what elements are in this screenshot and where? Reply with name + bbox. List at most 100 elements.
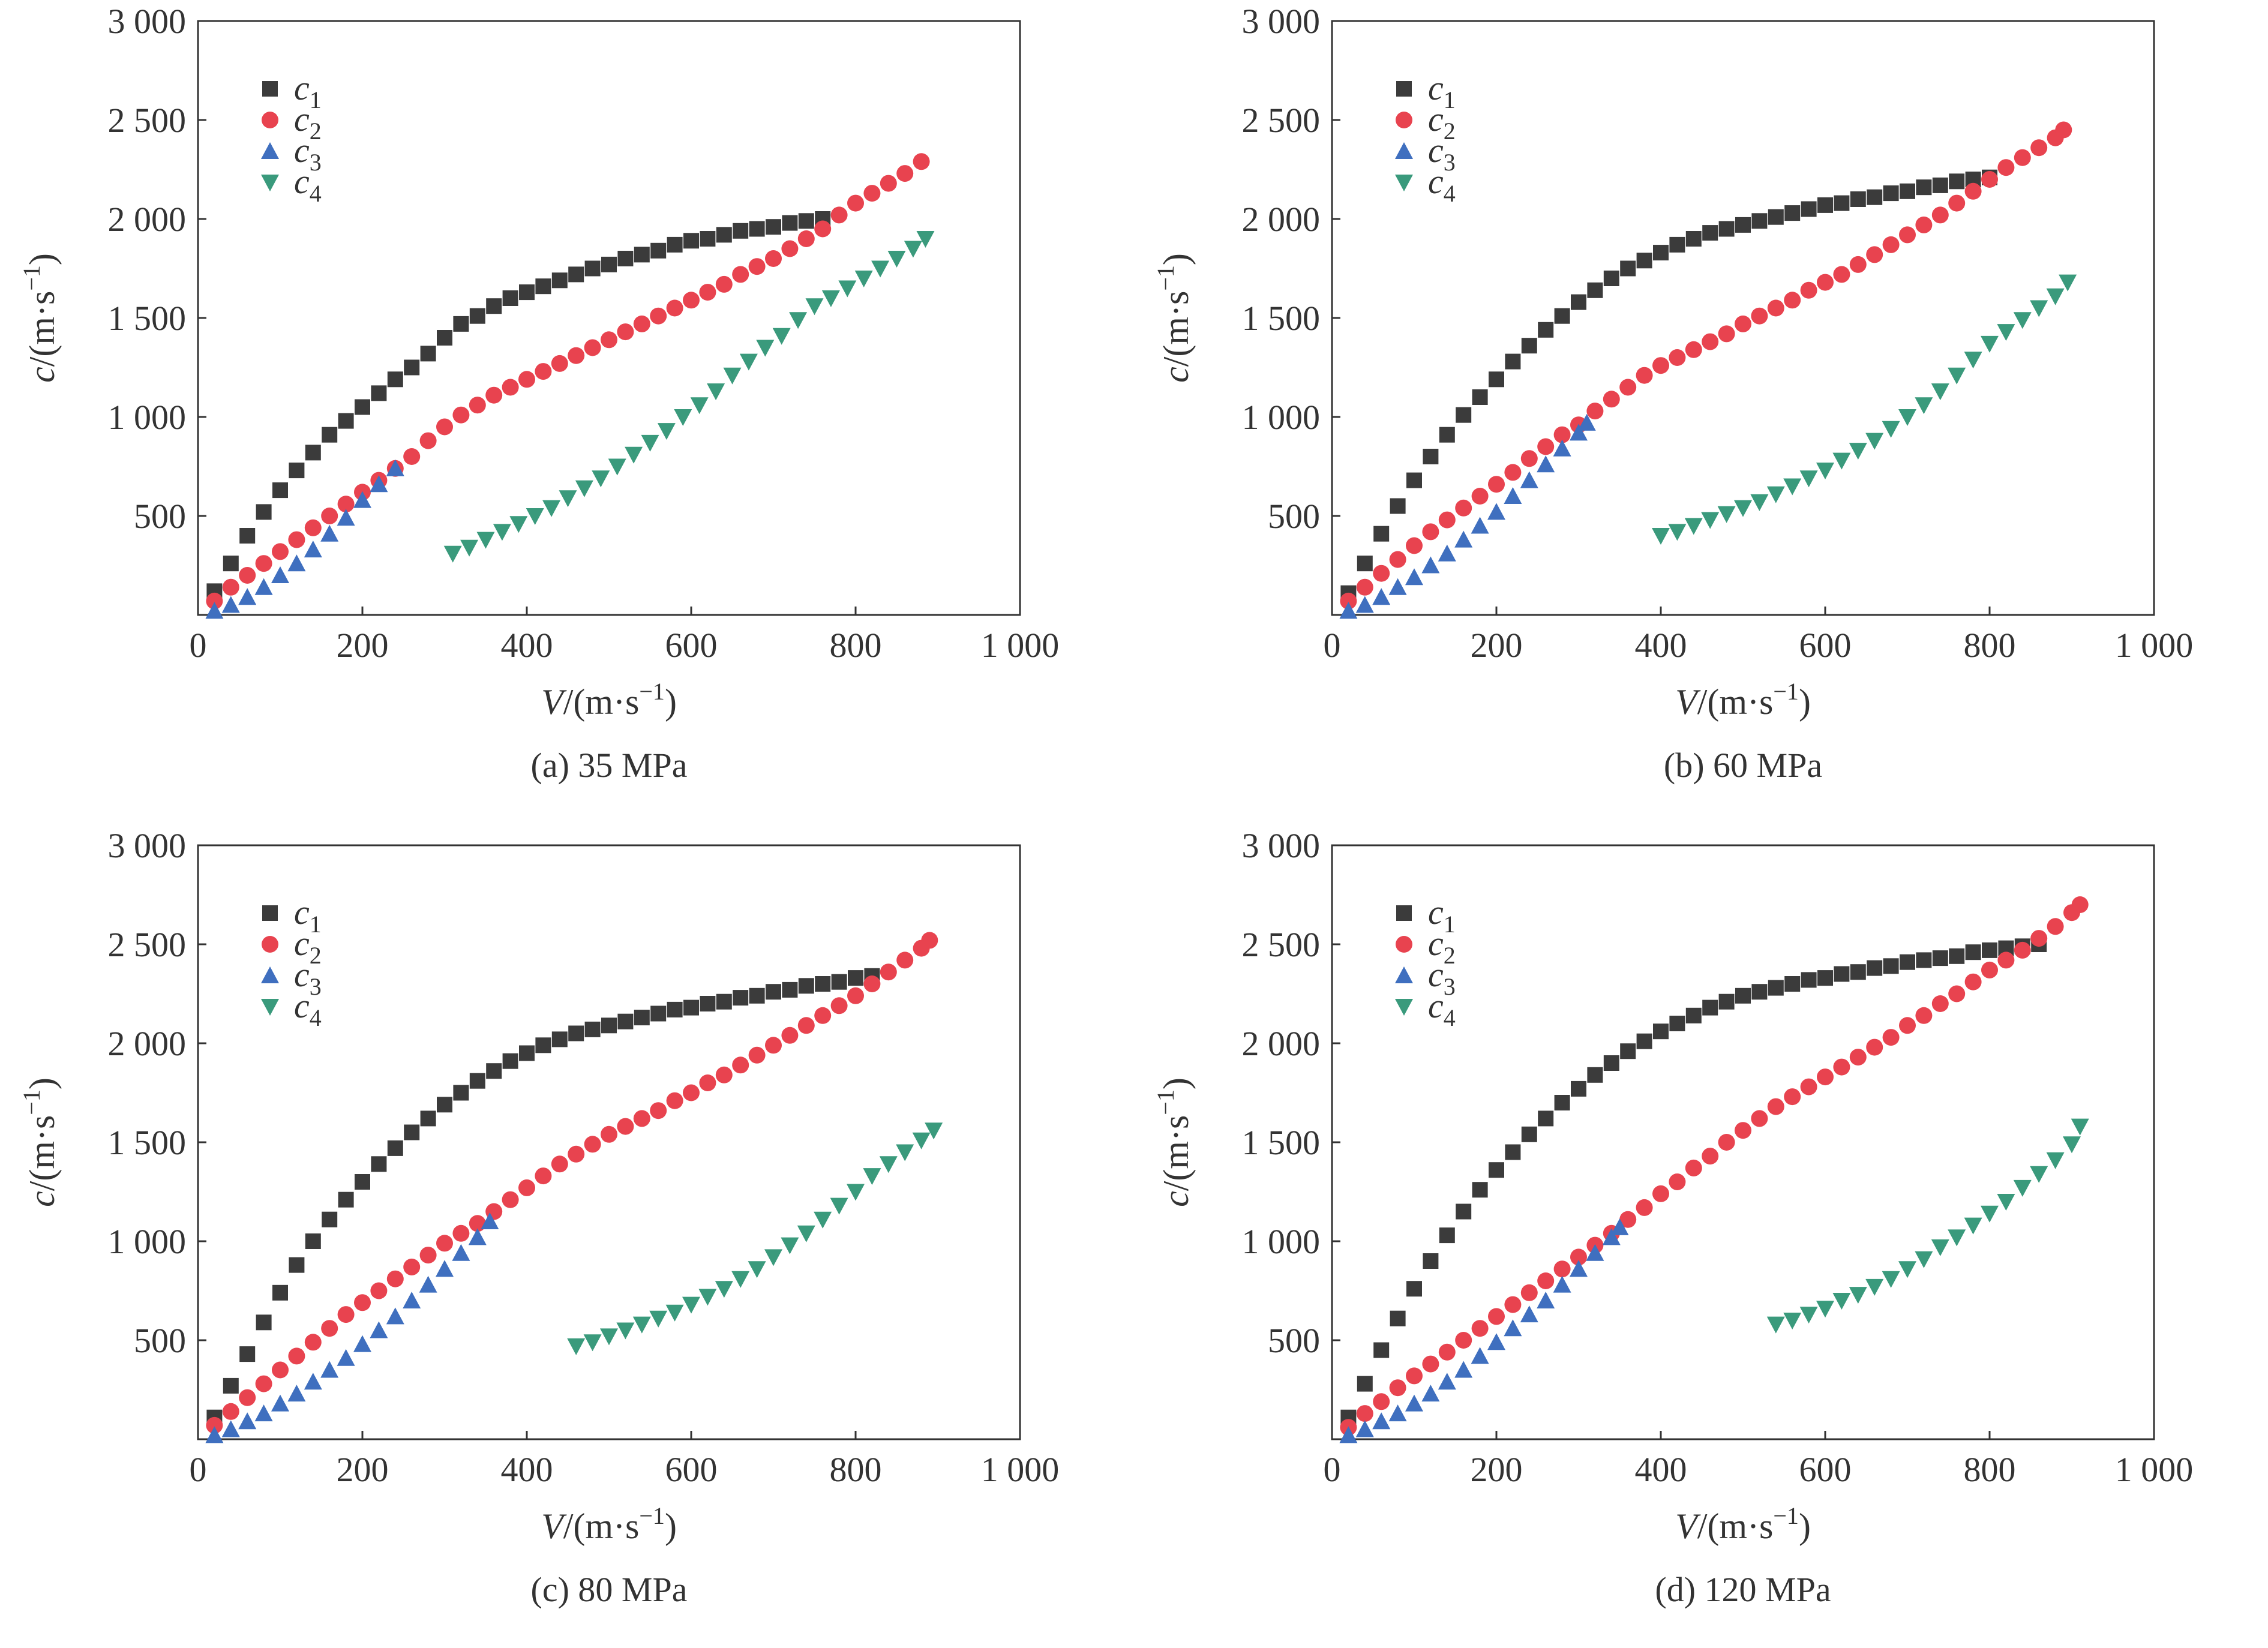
x-axis-title: V/(m·s−1) [1675, 678, 1811, 722]
y-axis-title: c/(m·s−1) [1152, 1077, 1196, 1207]
data-point-c1 [1834, 195, 1850, 211]
series-c4 [1766, 1118, 2089, 1334]
axis-unit-close: ) [22, 1077, 62, 1089]
data-point-c3 [254, 578, 273, 595]
data-point-c3 [1504, 1319, 1522, 1337]
x-tick-label: 1 000 [981, 1450, 1060, 1489]
data-point-c2 [419, 1247, 437, 1264]
data-point-c4 [1734, 500, 1752, 517]
data-point-c4 [821, 290, 840, 307]
data-point-c4 [847, 1184, 865, 1201]
legend-label-subscript: 4 [1444, 180, 1456, 207]
data-point-c3 [1504, 487, 1522, 504]
data-point-c1 [322, 1211, 338, 1227]
data-point-c1 [1718, 993, 1735, 1010]
data-point-c1 [782, 215, 798, 231]
data-point-c1 [469, 1073, 485, 1089]
data-point-c2 [337, 496, 355, 513]
y-tick-label: 500 [1268, 497, 1320, 536]
y-tick-label: 3 000 [108, 2, 187, 41]
data-point-c2 [781, 240, 799, 257]
legend-label-base: c [1428, 924, 1444, 963]
data-point-c4 [1849, 1287, 1867, 1304]
data-point-c4 [526, 508, 544, 525]
data-point-c2 [1504, 1296, 1522, 1313]
data-point-c1 [256, 1314, 272, 1331]
series-c3 [205, 459, 404, 619]
data-point-c2 [222, 578, 239, 596]
data-point-c1 [1439, 1227, 1455, 1244]
data-point-c2 [419, 432, 437, 449]
data-point-c3 [337, 509, 355, 526]
axis-unit: /(m·s [563, 1506, 640, 1546]
data-point-c4 [1964, 1217, 1982, 1235]
data-point-c2 [1570, 1248, 1587, 1266]
data-point-c4 [1766, 1316, 1785, 1334]
data-point-c2 [1389, 551, 1406, 568]
data-point-c2 [436, 418, 453, 436]
data-point-c2 [715, 275, 733, 293]
axis-variable: V [541, 1506, 567, 1546]
chart-panel-a: 0 200 400 600 800 1 000 500 1 000 1 500 2 000 2 50… [0, 0, 1134, 824]
data-point-c2 [1751, 1110, 1768, 1127]
data-point-c2 [1406, 537, 1423, 554]
axis-unit-exponent: −1 [1773, 1502, 1799, 1529]
data-point-c2 [337, 1306, 355, 1323]
data-point-c3 [287, 1385, 306, 1402]
data-point-c1 [1751, 984, 1768, 1000]
data-point-c2 [830, 997, 848, 1014]
data-point-c2 [1718, 325, 1735, 343]
data-point-c4 [1750, 494, 1769, 511]
data-point-c4 [1931, 383, 1949, 401]
data-point-c1 [1784, 205, 1801, 221]
axis-unit: /(m·s [1697, 682, 1774, 722]
data-point-c2 [732, 1056, 749, 1074]
data-point-c4 [2063, 1136, 2081, 1154]
y-axis-title: c/(m·s−1) [1152, 253, 1196, 383]
data-point-c2 [1702, 1148, 1719, 1165]
data-point-c1 [239, 1346, 256, 1362]
legend-label-subscript: 2 [1444, 118, 1456, 145]
data-point-c1 [1505, 1144, 1521, 1160]
data-point-c1 [1932, 177, 1948, 193]
data-point-c2 [568, 1145, 585, 1163]
data-point-c2 [1422, 523, 1439, 541]
data-point-c1 [1603, 1055, 1619, 1071]
data-point-c4 [1652, 528, 1670, 545]
data-point-c2 [502, 379, 519, 396]
data-point-c1 [387, 371, 403, 388]
axis-unit-exponent: −1 [1773, 678, 1799, 705]
data-point-c1 [1900, 183, 1915, 199]
data-point-c2 [650, 1102, 667, 1119]
chart-caption: (b) 60 MPa [1664, 746, 1822, 785]
data-point-c2 [1882, 236, 1900, 253]
data-point-c4 [1915, 397, 1933, 415]
data-point-c2 [1471, 1320, 1489, 1337]
data-point-c2 [1652, 357, 1669, 374]
data-point-c2 [1553, 1260, 1571, 1278]
data-point-c4 [1964, 352, 1982, 369]
data-point-c1 [1423, 1253, 1439, 1269]
data-point-c1 [601, 1017, 617, 1034]
x-tick-label: 200 [1471, 626, 1523, 665]
data-point-c2 [1784, 1088, 1801, 1106]
data-point-c2 [748, 1046, 766, 1064]
data-point-c3 [205, 602, 224, 619]
data-point-c1 [535, 1037, 551, 1053]
data-point-c2 [1389, 1379, 1406, 1397]
data-point-c1 [420, 1110, 436, 1127]
data-point-c1 [551, 272, 568, 289]
data-point-c2 [913, 153, 930, 170]
data-point-c4 [1948, 1229, 1966, 1247]
data-point-c2 [354, 1294, 371, 1311]
x-tick-label: 1 000 [2115, 626, 2194, 665]
data-point-c2 [1488, 1308, 1505, 1325]
y-tick-label: 1 000 [1242, 1222, 1321, 1261]
data-point-c2 [765, 250, 782, 267]
data-point-c3 [1487, 503, 1505, 520]
chart-caption: (c) 80 MPa [531, 1570, 688, 1609]
data-point-c1 [716, 993, 732, 1010]
legend-label-base: c [294, 924, 310, 963]
data-point-c1 [1489, 1162, 1504, 1178]
legend-label-base: c [1428, 986, 1444, 1025]
